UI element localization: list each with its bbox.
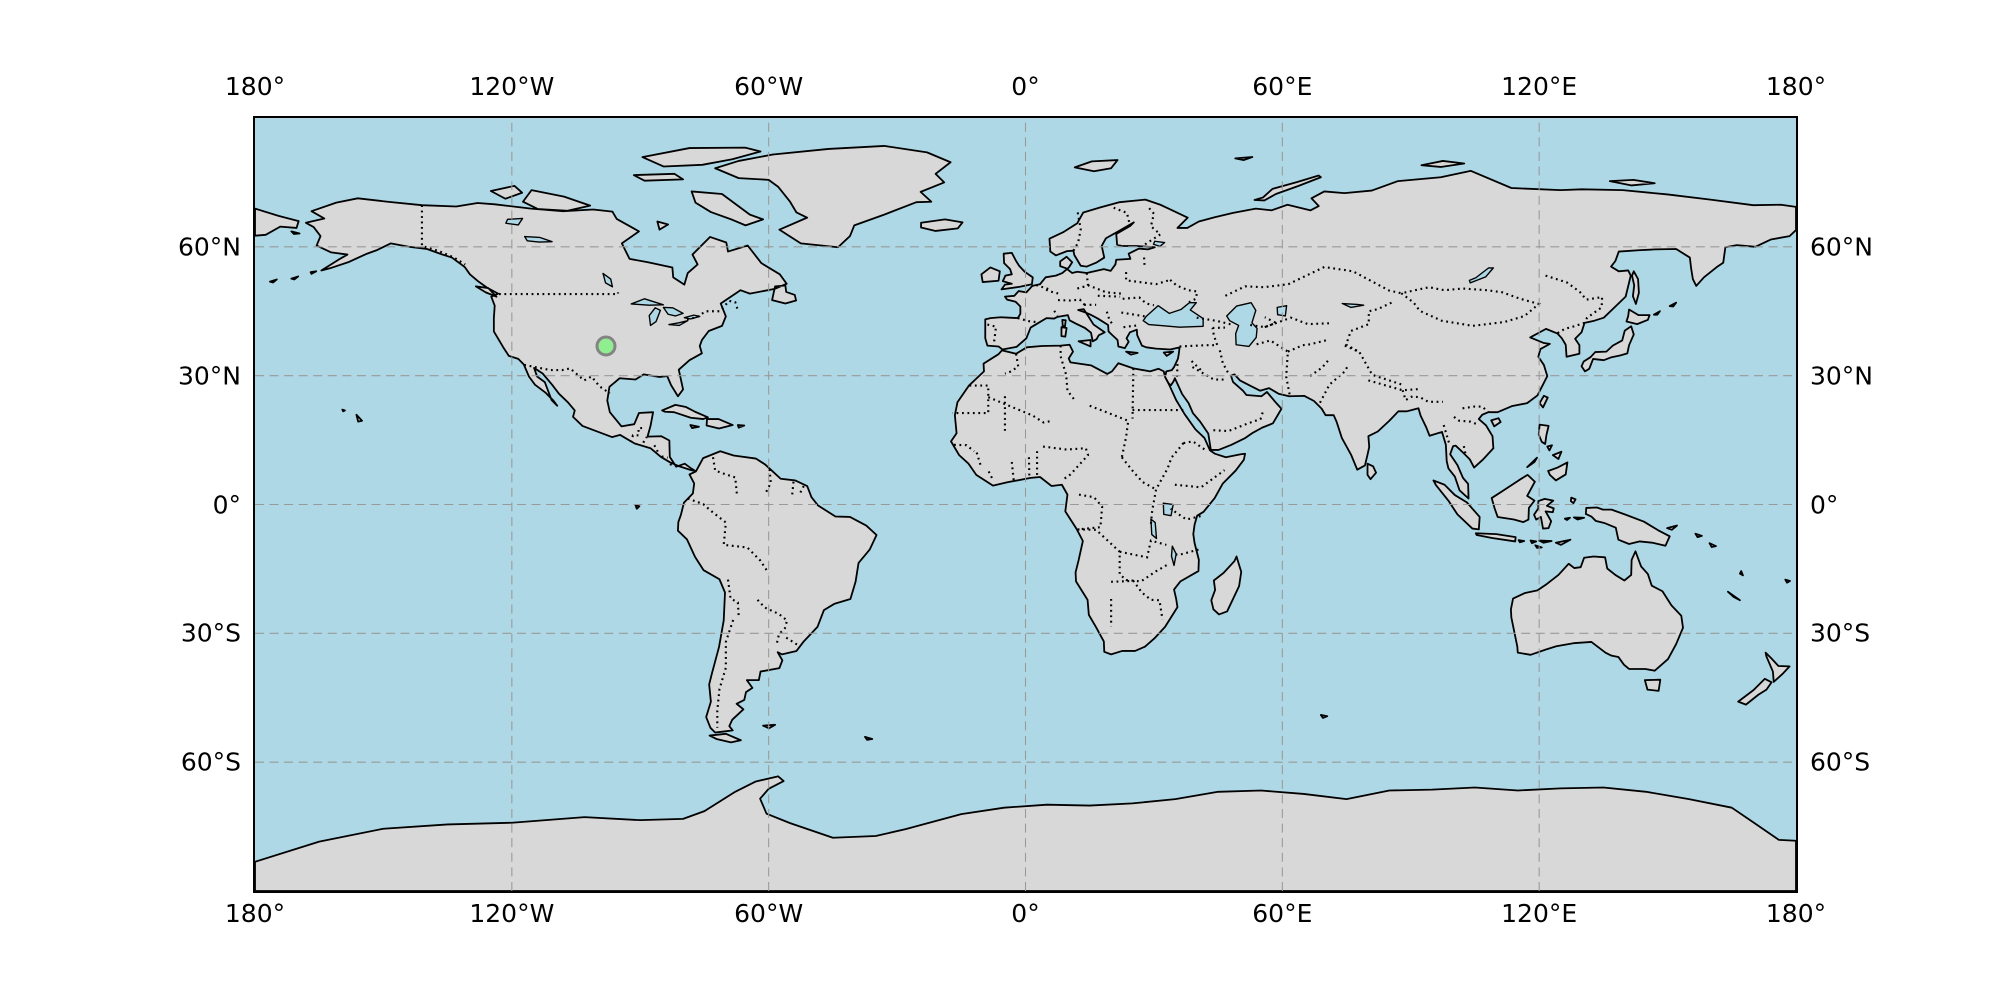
tick-label-right: 0° — [1810, 490, 1839, 519]
world-map — [255, 118, 1796, 891]
tick-label-bottom: 0° — [1011, 899, 1040, 928]
tick-label-bottom: 60°W — [734, 899, 804, 928]
tick-label-left: 0° — [212, 490, 241, 519]
location-marker[interactable] — [595, 335, 617, 357]
tick-label-bottom: 180° — [1765, 899, 1827, 928]
tick-label-bottom: 120°E — [1501, 899, 1578, 928]
tick-label-top: 120°E — [1501, 72, 1578, 101]
map-plot-area — [253, 116, 1798, 893]
tick-label-top: 180° — [224, 72, 286, 101]
tick-label-left: 60°S — [180, 747, 241, 777]
tick-label-left: 60°N — [177, 232, 241, 262]
tick-label-top: 0° — [1011, 72, 1040, 101]
tick-label-bottom: 60°E — [1252, 899, 1313, 928]
country-borders — [420, 205, 1604, 728]
tick-label-bottom: 180° — [224, 899, 286, 928]
gridlines — [255, 118, 1796, 891]
tick-label-left: 30°N — [177, 361, 241, 391]
tick-label-right: 60°N — [1810, 232, 1874, 262]
tick-label-top: 60°W — [734, 72, 804, 101]
tick-label-left: 30°S — [180, 618, 241, 648]
tick-label-top: 120°W — [469, 72, 555, 101]
lakes-and-inland-seas — [505, 217, 1495, 567]
tick-label-right: 30°N — [1810, 361, 1874, 391]
tick-label-top: 180° — [1765, 72, 1827, 101]
landmasses — [255, 145, 1796, 891]
tick-label-top: 60°E — [1252, 72, 1313, 101]
tick-label-bottom: 120°W — [469, 899, 555, 928]
tick-label-right: 30°S — [1810, 618, 1871, 648]
tick-label-right: 60°S — [1810, 747, 1871, 777]
